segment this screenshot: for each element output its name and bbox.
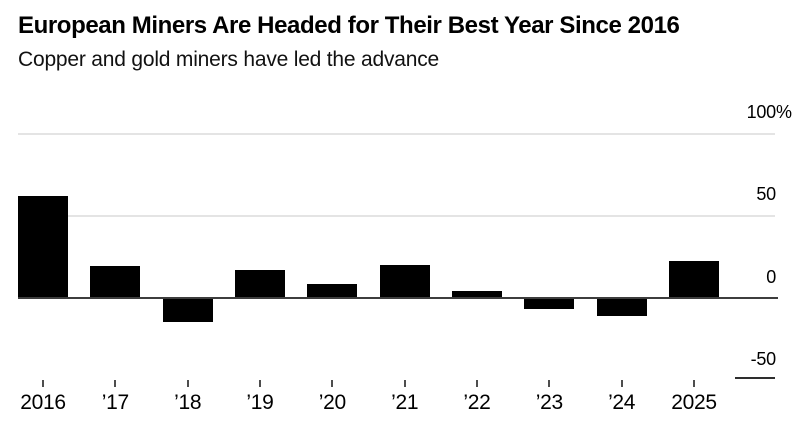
gridline-100 <box>18 133 775 135</box>
x-axis-label-2025: 2025 <box>671 391 717 414</box>
bar-19 <box>234 269 285 298</box>
x-axis-tick-2016 <box>42 380 44 387</box>
y-axis-tick-value: 100 <box>746 102 777 122</box>
x-axis-tick-21 <box>403 380 406 387</box>
y-axis-label-100: 100% <box>746 102 792 122</box>
chart-title: European Miners Are Headed for Their Bes… <box>18 12 680 39</box>
y-axis-label--50: -50 <box>0 349 777 370</box>
x-axis-label-21: ’21 <box>391 391 419 414</box>
x-axis-label-17: ’17 <box>101 391 129 414</box>
y-axis-label-50: 50 <box>0 184 776 205</box>
x-axis-tick-19 <box>258 380 261 387</box>
y-axis-label-0: 0 <box>0 267 776 288</box>
bar-24 <box>596 297 647 316</box>
bar-2025 <box>668 261 719 298</box>
x-axis-tick-18 <box>186 380 189 387</box>
bar-20 <box>307 284 358 298</box>
x-axis-tick-24 <box>620 380 623 387</box>
x-axis-tick-22 <box>475 380 478 387</box>
x-axis-tick-23 <box>548 380 551 387</box>
bar-2016 <box>18 195 68 298</box>
bar-17 <box>90 266 141 298</box>
x-axis-tick-2025 <box>692 380 695 387</box>
x-axis-label-2016: 2016 <box>20 391 66 414</box>
zero-axis-line <box>18 296 778 299</box>
x-axis-label-24: ’24 <box>608 391 636 414</box>
x-axis-label-20: ’20 <box>318 391 346 414</box>
y-axis-tick-value: -50 <box>750 349 777 369</box>
bar-22 <box>451 291 502 298</box>
axis-bottom-line <box>735 377 775 379</box>
chart-subtitle: Copper and gold miners have led the adva… <box>18 48 440 71</box>
x-axis-tick-17 <box>114 380 117 387</box>
x-axis-label-23: ’23 <box>535 391 563 414</box>
x-axis-tick-20 <box>331 380 334 387</box>
x-axis-label-19: ’19 <box>246 391 274 414</box>
gridline-50 <box>18 215 775 217</box>
x-axis-label-18: ’18 <box>174 391 202 414</box>
bar-23 <box>524 297 575 310</box>
bar-21 <box>379 264 430 298</box>
y-axis-tick-value: 0 <box>766 266 776 287</box>
x-axis-label-22: ’22 <box>463 391 491 414</box>
bar-18 <box>162 297 213 323</box>
y-axis-tick-value: 50 <box>756 184 776 205</box>
